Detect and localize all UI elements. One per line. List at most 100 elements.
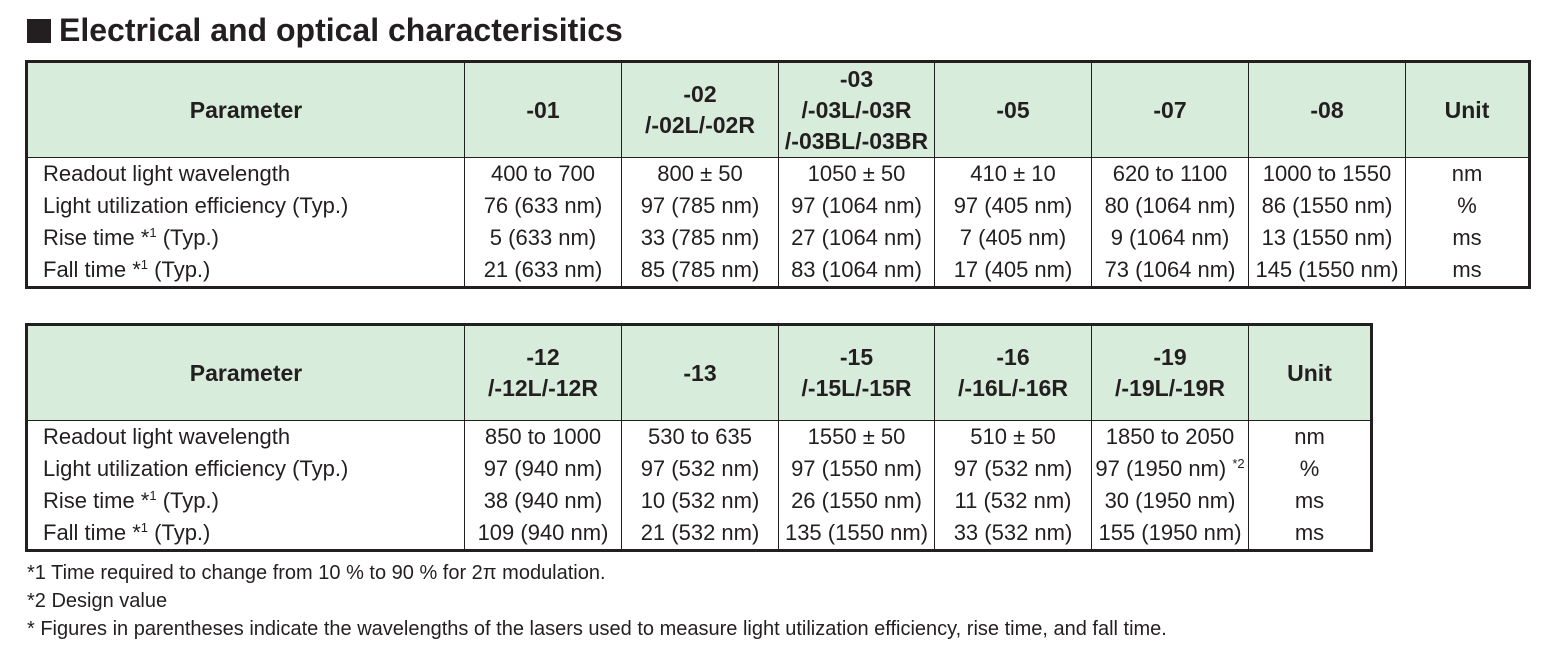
value-cell: 21 (633 nm) [464,254,622,288]
footnote: *2 Design value [27,590,168,612]
value-cell: 850 to 1000 [464,420,622,453]
value-cell: 97 (405 nm) [934,190,1092,222]
header-line: -16 [996,344,1030,370]
value-cell: 10 (532 nm) [621,485,779,517]
header-cell: -05 [934,61,1092,158]
cell-text: Fall time * [43,257,141,282]
header-cell: -01 [464,61,622,158]
value-cell: 80 (1064 nm) [1091,190,1249,222]
cell-text: (Typ.) [156,225,219,250]
parameter-cell: Rise time *1 (Typ.) [26,222,465,254]
parameter-cell: Readout light wavelength [26,420,465,453]
header-line: -15 [839,344,874,370]
header-cell: -12 /-12L/-12R [464,324,622,421]
value-cell: 27 (1064 nm) [778,222,935,254]
cell-text: 97 (1950 nm) [1095,456,1233,481]
value-cell: 97 (1550 nm) [778,453,935,485]
value-cell: 21 (532 nm) [621,517,779,551]
title-square [27,18,51,43]
cell-text: (Typ.) [148,520,211,545]
header-cell: Unit [1248,324,1372,421]
spec-table: Parameter -01 -02 /-02L/-02R -03 /-03L/-03R /-… [25,60,1531,289]
header-row: Parameter -01 -02 /-02L/-02R -03 /-03L/-03R /-… [26,61,1530,158]
value-cell: 1550 ± 50 [778,420,935,453]
value-cell: 135 (1550 nm) [778,517,935,551]
cell-superscript: 1 [140,520,149,535]
header-line: -03 [839,65,874,92]
header-line: -08 [1310,96,1344,123]
data-row: Fall time *1 (Typ.) 21 (633 nm) 85 (785 nm… [26,254,1530,288]
value-cell: 97 (785 nm) [621,190,779,222]
header-cell: -15 /-15L/-15R [778,324,935,421]
value-cell: 83 (1064 nm) [778,254,935,288]
value-cell: 97 (940 nm) [464,453,622,485]
header-cell: Unit [1405,61,1530,158]
footnote: * Figures in parentheses indicate the wa… [27,618,1167,640]
value-cell: 13 (1550 nm) [1248,222,1406,254]
cell-superscript: *2 [1232,456,1245,471]
header-line: /-19L/-19R [1115,375,1225,401]
header-line: /-03BL/-03BR [784,127,929,154]
section-title: Electrical and optical characterisitics [27,12,623,49]
cell-text: Rise time * [43,225,150,250]
header-cell: -16 /-16L/-16R [934,324,1092,421]
header-cell: Parameter [26,324,465,421]
value-cell: 38 (940 nm) [464,485,622,517]
header-line: Parameter [189,96,303,123]
value-cell: 145 (1550 nm) [1248,254,1406,288]
parameter-cell: Rise time *1 (Typ.) [26,485,465,517]
cell-superscript: 1 [149,225,157,240]
header-line: /-16L/-16R [958,375,1068,401]
header-line: /-15L/-15R [801,375,912,401]
header-line: Unit [1287,359,1332,386]
value-cell: ms [1248,485,1372,517]
value-cell: 400 to 700 [464,157,622,190]
value-cell: 26 (1550 nm) [778,485,935,517]
value-cell: nm [1248,420,1372,453]
header-line: -02 [683,81,717,107]
value-cell: 1850 to 2050 [1091,420,1249,453]
title-text: Electrical and optical characterisitics [59,12,623,48]
value-cell: 97 (1950 nm) *2 [1091,453,1249,485]
header-line: /-03L/-03R [801,96,912,123]
parameter-cell: Fall time *1 (Typ.) [26,254,465,288]
data-row: Rise time *1 (Typ.) 5 (633 nm) 33 (785 nm)… [26,222,1530,254]
data-row: Readout light wavelength 850 to 1000 530 t… [26,420,1372,453]
value-cell: 11 (532 nm) [934,485,1092,517]
header-row: Parameter -12/-12L/-12R -13 -15/-15L/-15R -1… [26,324,1372,421]
value-cell: 17 (405 nm) [934,254,1092,288]
value-cell: 97 (1064 nm) [778,190,935,222]
value-cell: 800 ± 50 [621,157,779,190]
cell-superscript: 1 [140,257,149,272]
header-line: -13 [683,359,717,386]
parameter-cell: Light utilization efficiency (Typ.) [26,190,465,222]
spec-table: Parameter -12/-12L/-12R -13 -15/-15L/-15R -1… [25,323,1373,552]
value-cell: 33 (532 nm) [934,517,1092,551]
value-cell: 410 ± 10 [934,157,1092,190]
header-cell: -19 /-19L/-19R [1091,324,1249,421]
value-cell: 73 (1064 nm) [1091,254,1249,288]
data-row: Light utilization efficiency (Typ.) 97 (9… [26,453,1372,485]
value-cell: % [1248,453,1372,485]
cell-text: (Typ.) [148,257,211,282]
data-row: Light utilization efficiency (Typ.) 76 (6… [26,190,1530,222]
header-line: Parameter [189,359,303,386]
data-row: Fall time *1 (Typ.) 109 (940 nm) 21 (532 n… [26,517,1372,551]
value-cell: 530 to 635 [621,420,779,453]
parameter-cell: Readout light wavelength [26,157,465,190]
header-cell: Parameter [26,61,465,158]
value-cell: 33 (785 nm) [621,222,779,254]
header-line: -12 [526,344,560,370]
parameter-cell: Fall time *1 (Typ.) [26,517,465,551]
header-line: -05 [996,96,1030,123]
cell-text: Rise time * [43,488,150,513]
value-cell: 30 (1950 nm) [1091,485,1249,517]
cell-superscript: 1 [149,488,157,503]
header-line: /-02L/-02R [645,112,755,138]
header-line: Unit [1444,96,1490,123]
header-cell: -02 /-02L/-02R [621,61,779,158]
data-row: Rise time *1 (Typ.) 38 (940 nm) 10 (532 nm… [26,485,1372,517]
value-cell: 1000 to 1550 [1248,157,1406,190]
value-cell: 109 (940 nm) [464,517,622,551]
